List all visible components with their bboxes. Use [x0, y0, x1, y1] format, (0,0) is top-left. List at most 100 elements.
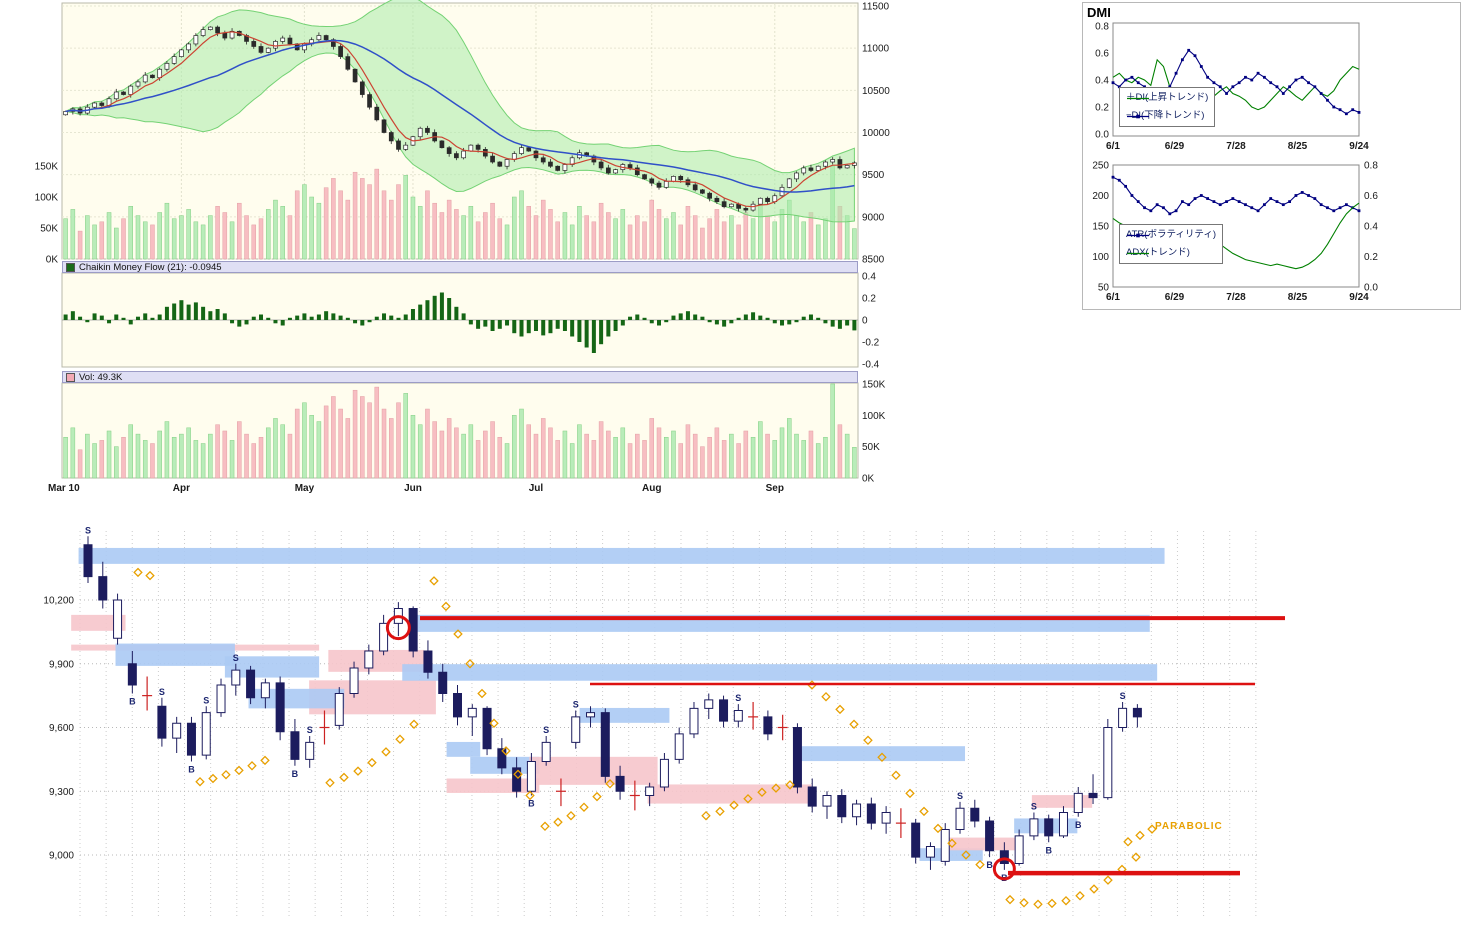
chart-shape — [584, 215, 589, 260]
axis-tick-label: 0.0 — [1095, 130, 1109, 141]
parabolic-annotation: PARABOLIC — [1155, 821, 1223, 832]
parabolic-sar-dot — [409, 719, 419, 730]
chart-shape — [591, 320, 596, 353]
chart-shape — [237, 320, 242, 327]
chart-shape — [613, 218, 618, 260]
chart-shape — [1262, 203, 1266, 207]
chart-shape — [425, 300, 430, 320]
parabolic-sar-dot — [477, 688, 487, 699]
parabolic-sar-dot — [208, 773, 218, 784]
chaikin-header-label: Chaikin Money Flow (21): -0.0945 — [79, 261, 222, 273]
chart-shape — [794, 172, 799, 180]
chart-shape — [396, 402, 401, 479]
chart-shape — [106, 212, 112, 260]
chart-shape — [423, 650, 433, 673]
chart-shape — [1180, 200, 1184, 203]
chart-shape — [389, 315, 394, 320]
legend-item: −DI(下降トレンド) — [1126, 107, 1208, 125]
month-label: Mar 10 — [48, 483, 80, 494]
chart-shape — [1338, 108, 1342, 112]
chart-shape — [642, 440, 647, 479]
chart-shape — [1199, 65, 1203, 68]
chart-shape — [1294, 194, 1298, 197]
chart-shape — [526, 147, 532, 152]
parabolic-sar-dot — [325, 778, 335, 788]
chart-shape — [193, 221, 199, 260]
parabolic-sar-dot — [1033, 899, 1043, 910]
chart-shape — [671, 212, 676, 260]
chart-shape — [649, 418, 655, 479]
chart-shape — [316, 202, 322, 260]
chart-shape — [360, 396, 365, 479]
sell-signal-marker: S — [957, 791, 963, 801]
axis-tick-label: 0.6 — [1095, 49, 1109, 60]
chart-shape — [468, 424, 474, 479]
chart-shape — [273, 41, 278, 49]
chart-shape — [171, 218, 177, 260]
axis-tick-label: 0.6 — [1364, 191, 1378, 202]
buy-signal-marker: B — [129, 697, 136, 707]
chart-shape — [685, 311, 690, 320]
axis-tick-label: -0.4 — [862, 360, 880, 371]
chart-shape — [345, 418, 351, 479]
buy-signal-marker: B — [1075, 820, 1082, 830]
chart-shape — [305, 741, 315, 760]
chart-shape — [852, 320, 857, 331]
chart-shape — [674, 733, 684, 760]
chart-shape — [707, 218, 712, 260]
parabolic-sar-dot — [1047, 898, 1057, 909]
chart-shape — [446, 199, 452, 260]
chart-shape — [113, 599, 123, 639]
chart-shape — [801, 440, 806, 479]
chart-shape — [1124, 78, 1128, 82]
chart-shape — [244, 433, 249, 479]
chart-shape — [215, 309, 220, 320]
chart-shape — [266, 317, 271, 320]
chart-shape — [678, 176, 684, 181]
bollinger-band — [64, 0, 855, 223]
chart-shape — [316, 35, 322, 41]
chart-shape — [1136, 81, 1140, 85]
chart-shape — [570, 320, 575, 337]
axis-tick-label: 6/29 — [1165, 141, 1185, 152]
chart-shape — [280, 206, 285, 260]
chart-shape — [260, 682, 270, 699]
chart-shape — [700, 316, 705, 320]
chart-shape — [418, 304, 423, 320]
chart-shape — [714, 320, 719, 325]
chart-shape — [1199, 194, 1203, 197]
month-label: Jun — [404, 483, 422, 494]
chart-shape — [1136, 114, 1140, 118]
parabolic-sar-dot — [525, 790, 535, 801]
chart-shape — [273, 418, 278, 479]
chart-shape — [345, 56, 351, 70]
chart-shape — [497, 748, 507, 769]
chart-shape — [504, 443, 510, 479]
chart-shape — [823, 161, 828, 167]
support-resistance-band — [71, 614, 126, 631]
chart-shape — [1326, 98, 1329, 102]
chart-shape — [1326, 206, 1329, 210]
chart-shape — [1111, 81, 1115, 85]
chart-shape — [649, 320, 654, 324]
chart-shape — [417, 206, 423, 260]
chart-shape — [186, 427, 191, 479]
chart-shape — [150, 74, 155, 79]
chart-shape — [685, 206, 691, 260]
chart-shape — [374, 386, 380, 479]
chart-shape — [338, 190, 343, 260]
chart-shape — [555, 221, 560, 260]
chart-shape — [1044, 818, 1054, 837]
chart-shape — [569, 443, 575, 479]
chart-shape — [504, 159, 510, 167]
support-resistance-band — [529, 756, 658, 785]
chart-shape — [591, 440, 597, 479]
axis-tick-label: 100K — [862, 411, 886, 422]
chart-shape — [403, 144, 409, 150]
chart-shape — [157, 212, 162, 260]
parabolic-sar-dot — [133, 567, 143, 578]
chart-shape — [1212, 200, 1216, 203]
parabolic-sar-dot — [353, 766, 363, 776]
chart-shape — [1124, 184, 1128, 188]
chart-shape — [837, 795, 847, 818]
